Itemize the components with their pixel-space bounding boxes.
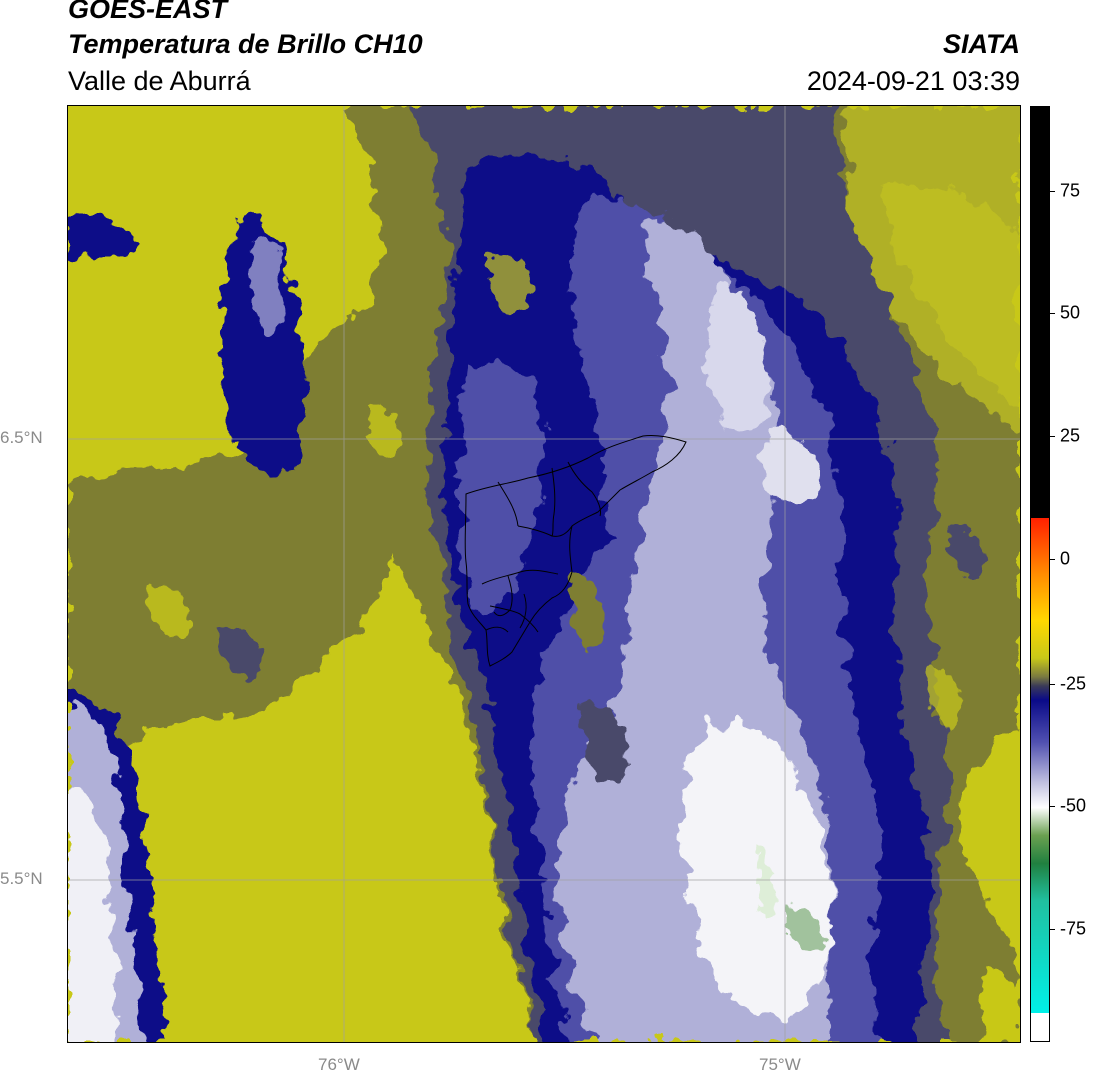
boundary-segment bbox=[485, 626, 509, 633]
boundary-segment bbox=[551, 467, 556, 537]
colorbar-tick bbox=[1050, 191, 1055, 192]
channel-title: Temperatura de Brillo CH10 bbox=[68, 29, 423, 59]
boundary-segment bbox=[517, 525, 573, 537]
lat-label-5-5n: 5.5°N bbox=[0, 869, 43, 888]
fine-texture-layers bbox=[68, 213, 1020, 1042]
colorbar-label-minus-25: -25 bbox=[1060, 673, 1087, 694]
boundary-segment bbox=[489, 605, 539, 633]
organization-label: SIATA bbox=[943, 29, 1020, 59]
boundary-segment bbox=[519, 593, 527, 629]
boundary-segment bbox=[497, 481, 519, 527]
municipal-boundaries bbox=[464, 435, 687, 667]
gridlines bbox=[68, 106, 1020, 1042]
colorbar-tick bbox=[1050, 436, 1055, 437]
boundary-segment bbox=[481, 569, 559, 585]
colorbar bbox=[1030, 106, 1050, 1042]
colorbar-label-50: 50 bbox=[1060, 302, 1081, 323]
lat-label-6-5n: 6.5°N bbox=[0, 428, 43, 447]
lon-label-75w: 75°W bbox=[759, 1055, 801, 1074]
satellite-map[interactable] bbox=[68, 106, 1020, 1042]
lon-label-76w: 76°W bbox=[318, 1055, 360, 1074]
boundary-segment bbox=[567, 461, 601, 517]
colorbar-label-0: 0 bbox=[1060, 548, 1071, 569]
colorbar-label-minus-75: -75 bbox=[1060, 918, 1087, 939]
colorbar-tick bbox=[1050, 313, 1055, 314]
colorbar-label-75: 75 bbox=[1060, 180, 1081, 201]
colorbar-label-25: 25 bbox=[1060, 425, 1081, 446]
colorbar-tick bbox=[1050, 559, 1055, 560]
brightness-temperature-field bbox=[68, 106, 1020, 1042]
colorbar-tick bbox=[1050, 806, 1055, 807]
timestamp-label: 2024-09-21 03:39 bbox=[806, 66, 1020, 96]
colorbar-tick bbox=[1050, 929, 1055, 930]
aburra-valley-outline bbox=[464, 435, 687, 667]
region-subtitle: Valle de Aburrá bbox=[68, 66, 251, 96]
colorbar-tick bbox=[1050, 684, 1055, 685]
product-title: GOES-EAST bbox=[68, 0, 228, 24]
colorbar-label-minus-50: -50 bbox=[1060, 795, 1087, 816]
